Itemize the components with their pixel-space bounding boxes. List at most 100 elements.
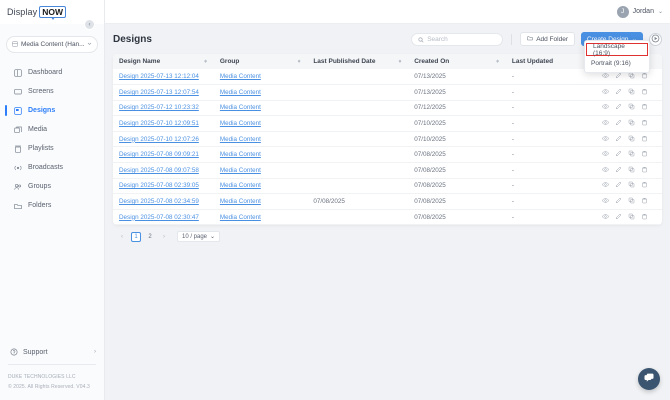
search-input[interactable] (427, 35, 497, 43)
chevron-down-icon[interactable]: ⌄ (657, 9, 663, 15)
edit-icon[interactable] (615, 181, 622, 190)
duplicate-icon[interactable] (628, 119, 635, 128)
pagination-prev[interactable]: ‹ (121, 233, 123, 240)
pagination-next[interactable]: › (163, 233, 165, 240)
sidebar-item-media[interactable]: Media (0, 120, 104, 139)
sidebar-item-designs[interactable]: Designs (0, 101, 104, 120)
duplicate-icon[interactable] (628, 181, 635, 190)
duplicate-icon[interactable] (628, 213, 635, 222)
view-icon[interactable] (602, 103, 609, 112)
sort-icon[interactable]: ▲▼ (397, 58, 403, 64)
sidebar-item-folders[interactable]: Folders (0, 196, 104, 215)
duplicate-icon[interactable] (628, 197, 635, 206)
delete-icon[interactable] (641, 72, 648, 81)
edit-icon[interactable] (615, 166, 622, 175)
edit-icon[interactable] (615, 103, 622, 112)
group-link[interactable]: Media Content (219, 73, 261, 81)
group-link[interactable]: Media Content (219, 213, 261, 221)
search-box[interactable] (411, 32, 504, 46)
delete-icon[interactable] (641, 181, 648, 190)
edit-icon[interactable] (615, 213, 622, 222)
chat-widget-button[interactable] (638, 368, 660, 390)
workspace-selector[interactable]: Media Content (Han... (6, 36, 98, 53)
design-name-link[interactable]: Design 2025-07-08 09:09:21 (119, 151, 199, 159)
view-icon[interactable] (602, 166, 609, 175)
group-link[interactable]: Media Content (219, 104, 261, 112)
menu-item-landscape[interactable]: Landscape (16:9) (586, 43, 648, 57)
add-folder-button[interactable]: Add Folder (520, 32, 575, 46)
delete-icon[interactable] (641, 166, 648, 175)
group-link[interactable]: Media Content (219, 151, 261, 159)
design-name-link[interactable]: Design 2025-07-08 02:39:05 (119, 182, 199, 190)
group-link[interactable]: Media Content (219, 198, 261, 206)
column-header-last-updated[interactable]: Last Updated ▲▼ (505, 54, 597, 69)
design-name-link[interactable]: Design 2025-07-10 12:07:26 (119, 135, 199, 143)
sidebar-item-playlists[interactable]: Playlists (0, 139, 104, 158)
sidebar-item-support[interactable]: Support › (0, 342, 104, 362)
duplicate-icon[interactable] (628, 135, 635, 144)
duplicate-icon[interactable] (628, 150, 635, 159)
duplicate-icon[interactable] (628, 72, 635, 81)
edit-icon[interactable] (615, 197, 622, 206)
chevron-down-icon: ⌄ (210, 234, 216, 241)
sort-icon[interactable]: ▲▼ (203, 58, 208, 64)
duplicate-icon[interactable] (628, 166, 635, 175)
column-header-design-name[interactable]: Design Name ▲ ▼ (113, 54, 214, 69)
view-icon[interactable] (602, 72, 609, 81)
menu-item-portrait[interactable]: Portrait (9:16) (585, 56, 649, 70)
sidebar-item-broadcasts[interactable]: Broadcasts (0, 158, 104, 177)
sort-icon[interactable]: ▲▼ (296, 58, 302, 64)
cell-last-published-date (307, 115, 409, 132)
designs-table: Design Name ▲ ▼ Group ▲ ▼ (113, 54, 662, 226)
column-header-last-published-date[interactable]: Last Published Date ▲ ▼ (307, 54, 409, 69)
delete-icon[interactable] (641, 103, 648, 112)
help-tour-button[interactable] (649, 32, 662, 46)
view-icon[interactable] (602, 119, 609, 128)
edit-icon[interactable] (615, 88, 622, 97)
design-name-link[interactable]: Design 2025-07-12 10:23:32 (119, 104, 199, 112)
column-header-group[interactable]: Group ▲ ▼ (213, 54, 308, 69)
column-label: Design Name (119, 58, 161, 65)
group-link[interactable]: Media Content (219, 182, 261, 190)
delete-icon[interactable] (641, 119, 648, 128)
view-icon[interactable] (602, 150, 609, 159)
column-header-created-on[interactable]: Created On ▲ ▼ (408, 54, 506, 69)
design-name-link[interactable]: Design 2025-07-10 12:09:51 (119, 120, 199, 128)
delete-icon[interactable] (641, 135, 648, 144)
delete-icon[interactable] (641, 150, 648, 159)
sidebar-item-dashboard[interactable]: Dashboard (0, 63, 104, 82)
sidebar-item-screens[interactable]: Screens (0, 82, 104, 101)
duplicate-icon[interactable] (628, 88, 635, 97)
group-link[interactable]: Media Content (219, 120, 261, 128)
view-icon[interactable] (602, 197, 609, 206)
edit-icon[interactable] (615, 72, 622, 81)
design-name-link[interactable]: Design 2025-07-08 09:07:58 (119, 166, 199, 174)
app-logo[interactable]: Display NOW (0, 0, 104, 24)
duplicate-icon[interactable] (628, 103, 635, 112)
pagination-page-1[interactable]: 1 (131, 231, 141, 242)
sidebar-item-groups[interactable]: Groups (0, 177, 104, 196)
edit-icon[interactable] (615, 135, 622, 144)
delete-icon[interactable] (641, 197, 648, 206)
design-name-link[interactable]: Design 2025-07-13 12:12:04 (119, 73, 199, 81)
group-link[interactable]: Media Content (219, 88, 261, 96)
sidebar-collapse-button[interactable]: ‹ (84, 19, 95, 30)
avatar[interactable]: J (616, 5, 629, 18)
group-link[interactable]: Media Content (219, 166, 261, 174)
group-link[interactable]: Media Content (219, 135, 261, 143)
sort-icon[interactable]: ▲▼ (495, 58, 500, 64)
view-icon[interactable] (602, 88, 609, 97)
delete-icon[interactable] (641, 213, 648, 222)
design-name-link[interactable]: Design 2025-07-08 02:34:59 (119, 198, 199, 206)
view-icon[interactable] (602, 181, 609, 190)
page-size-selector[interactable]: 10 / page ⌄ (177, 231, 221, 243)
design-name-link[interactable]: Design 2025-07-08 02:30:47 (119, 213, 199, 221)
view-icon[interactable] (602, 213, 609, 222)
design-name-link[interactable]: Design 2025-07-13 12:07:54 (119, 88, 199, 96)
cell-last-updated: - (505, 100, 597, 117)
delete-icon[interactable] (641, 88, 648, 97)
edit-icon[interactable] (615, 119, 622, 128)
pagination-page-2[interactable]: 2 (148, 233, 152, 240)
edit-icon[interactable] (615, 150, 622, 159)
view-icon[interactable] (602, 135, 609, 144)
